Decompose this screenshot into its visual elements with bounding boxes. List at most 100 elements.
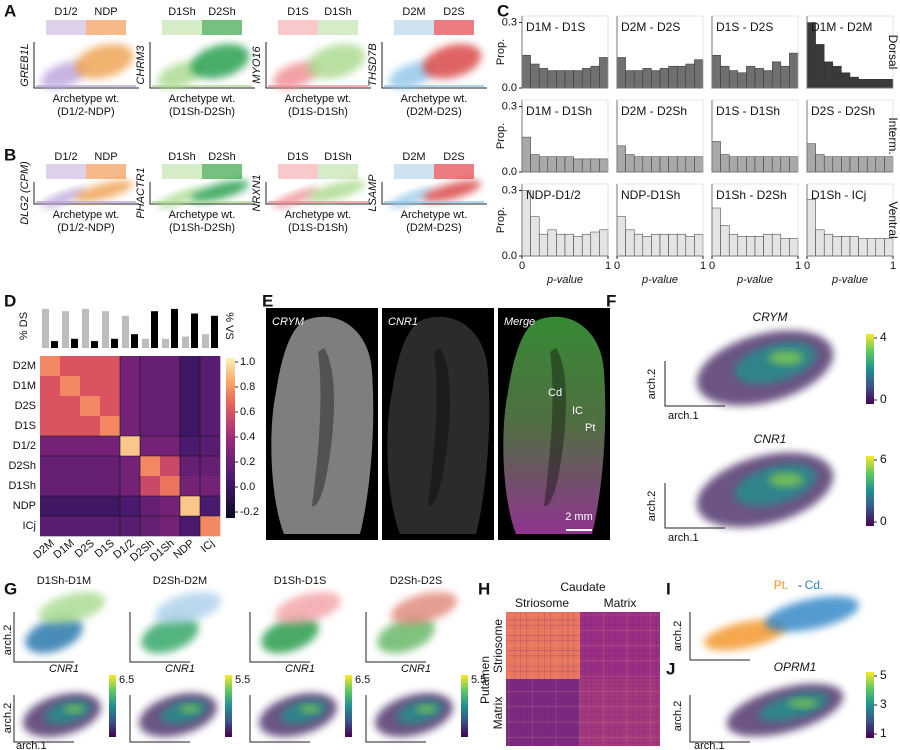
hist-bar bbox=[884, 238, 894, 257]
colorbar-label: 0.6 bbox=[240, 406, 255, 418]
plot-title: CNR1 bbox=[49, 663, 79, 675]
hist-bar bbox=[763, 70, 773, 89]
tissue bbox=[503, 316, 606, 534]
group-label: Caudate bbox=[560, 580, 606, 594]
heatmap-cell bbox=[60, 356, 81, 377]
hist-bar bbox=[590, 231, 600, 257]
point-cloud bbox=[422, 180, 482, 202]
hist-bar bbox=[581, 68, 592, 89]
hist-bar bbox=[530, 63, 540, 89]
point-cloud bbox=[190, 43, 250, 79]
hist-bar bbox=[711, 207, 721, 257]
heatmap-cell bbox=[180, 356, 201, 377]
axis bbox=[33, 182, 139, 205]
heatmap-cell bbox=[180, 516, 201, 537]
group-label: D2S bbox=[443, 151, 464, 163]
hist-bar bbox=[884, 156, 894, 173]
panel-frame bbox=[616, 15, 704, 89]
vs-bar bbox=[71, 338, 78, 348]
row-label: D1M bbox=[13, 380, 36, 392]
point-cloud bbox=[788, 699, 818, 708]
heatmap-cell bbox=[180, 416, 201, 437]
group-label: Matrix bbox=[604, 596, 637, 610]
hist-bar bbox=[642, 236, 652, 257]
hist-title: D1S - D2S bbox=[716, 20, 773, 34]
heatmap-cell bbox=[60, 456, 81, 477]
y-label: arch.2 bbox=[2, 625, 14, 656]
row-label: D1S bbox=[15, 420, 36, 432]
colorbar-label: 6.5 bbox=[119, 674, 134, 686]
panel-frame bbox=[521, 183, 609, 257]
axis bbox=[249, 612, 310, 663]
hist-bar bbox=[771, 61, 782, 89]
plot-title: D1Sh-D1M bbox=[37, 575, 91, 587]
heatmap-cell bbox=[200, 496, 221, 517]
heatmap-cell bbox=[120, 496, 141, 517]
hist-bar bbox=[754, 68, 764, 89]
y-tick-label: 0.3 bbox=[502, 16, 517, 28]
x-label: arch.1 bbox=[668, 410, 699, 422]
hist-bar bbox=[754, 236, 764, 257]
panel-letter: B bbox=[4, 145, 16, 164]
colorbar bbox=[225, 675, 232, 737]
heatmap-cell bbox=[180, 376, 201, 397]
heatmap-cell bbox=[100, 396, 121, 417]
heatmap-cell bbox=[160, 376, 181, 397]
heatmap-block bbox=[579, 612, 660, 679]
colorbar-label: 1 bbox=[880, 726, 887, 740]
panel-frame bbox=[711, 15, 799, 89]
hist-bar bbox=[581, 158, 592, 173]
hist-bar bbox=[538, 156, 549, 173]
heatmap-cell bbox=[200, 416, 221, 437]
heatmap-cell bbox=[60, 396, 81, 417]
colorbar-label: 4 bbox=[880, 330, 887, 344]
hist-bar bbox=[720, 154, 730, 173]
point-cloud bbox=[154, 591, 222, 625]
panel-frame bbox=[806, 183, 894, 257]
hist-bar bbox=[668, 65, 678, 89]
hist-title: D1M - D1Sh bbox=[526, 104, 592, 118]
heatmap-cell bbox=[100, 356, 121, 377]
heatmap-cell bbox=[180, 436, 201, 457]
heatmap-cell bbox=[80, 436, 101, 457]
row-label: NDP bbox=[13, 500, 36, 512]
axis bbox=[265, 182, 371, 205]
heatmap-cell bbox=[120, 376, 141, 397]
heatmap-cell bbox=[80, 396, 101, 417]
region-label: IC bbox=[572, 405, 583, 417]
panel-frame bbox=[711, 183, 799, 257]
x-label: Archetype wt. bbox=[401, 93, 468, 105]
plot-title: CNR1 bbox=[754, 432, 787, 446]
heatmap-cell bbox=[60, 416, 81, 437]
hist-bar bbox=[547, 156, 557, 173]
group-box bbox=[394, 164, 434, 179]
hist-bar bbox=[642, 68, 652, 89]
panel-letter: G bbox=[4, 579, 17, 598]
colorbar-label: 3 bbox=[880, 697, 887, 711]
hist-bar bbox=[849, 156, 859, 173]
hist-bar bbox=[694, 59, 704, 89]
group-label: Putamen bbox=[478, 656, 492, 704]
axis bbox=[149, 42, 255, 89]
row-label: Interm. bbox=[886, 117, 900, 154]
gene-label: MYO16 bbox=[251, 45, 263, 83]
hist-bar bbox=[875, 238, 885, 257]
hist-bar bbox=[780, 156, 790, 173]
hist-bar bbox=[573, 158, 583, 173]
group-box bbox=[46, 20, 86, 35]
hist-bar bbox=[685, 63, 695, 89]
heatmap-cell bbox=[40, 396, 61, 417]
panel-frame bbox=[711, 99, 799, 173]
col-label: NDP bbox=[171, 537, 197, 561]
heatmap-cell bbox=[200, 376, 221, 397]
point-cloud bbox=[768, 351, 804, 365]
hist-bar bbox=[521, 55, 531, 89]
col-label: D2S bbox=[73, 537, 97, 560]
group-label: D2Sh bbox=[208, 151, 236, 163]
hist-bar bbox=[616, 57, 626, 89]
heatmap-block bbox=[506, 612, 580, 679]
gene-label: GREB1L bbox=[19, 43, 31, 86]
heatmap-cell bbox=[140, 476, 161, 497]
hist-bar bbox=[823, 61, 834, 89]
internal-capsule bbox=[428, 348, 450, 507]
